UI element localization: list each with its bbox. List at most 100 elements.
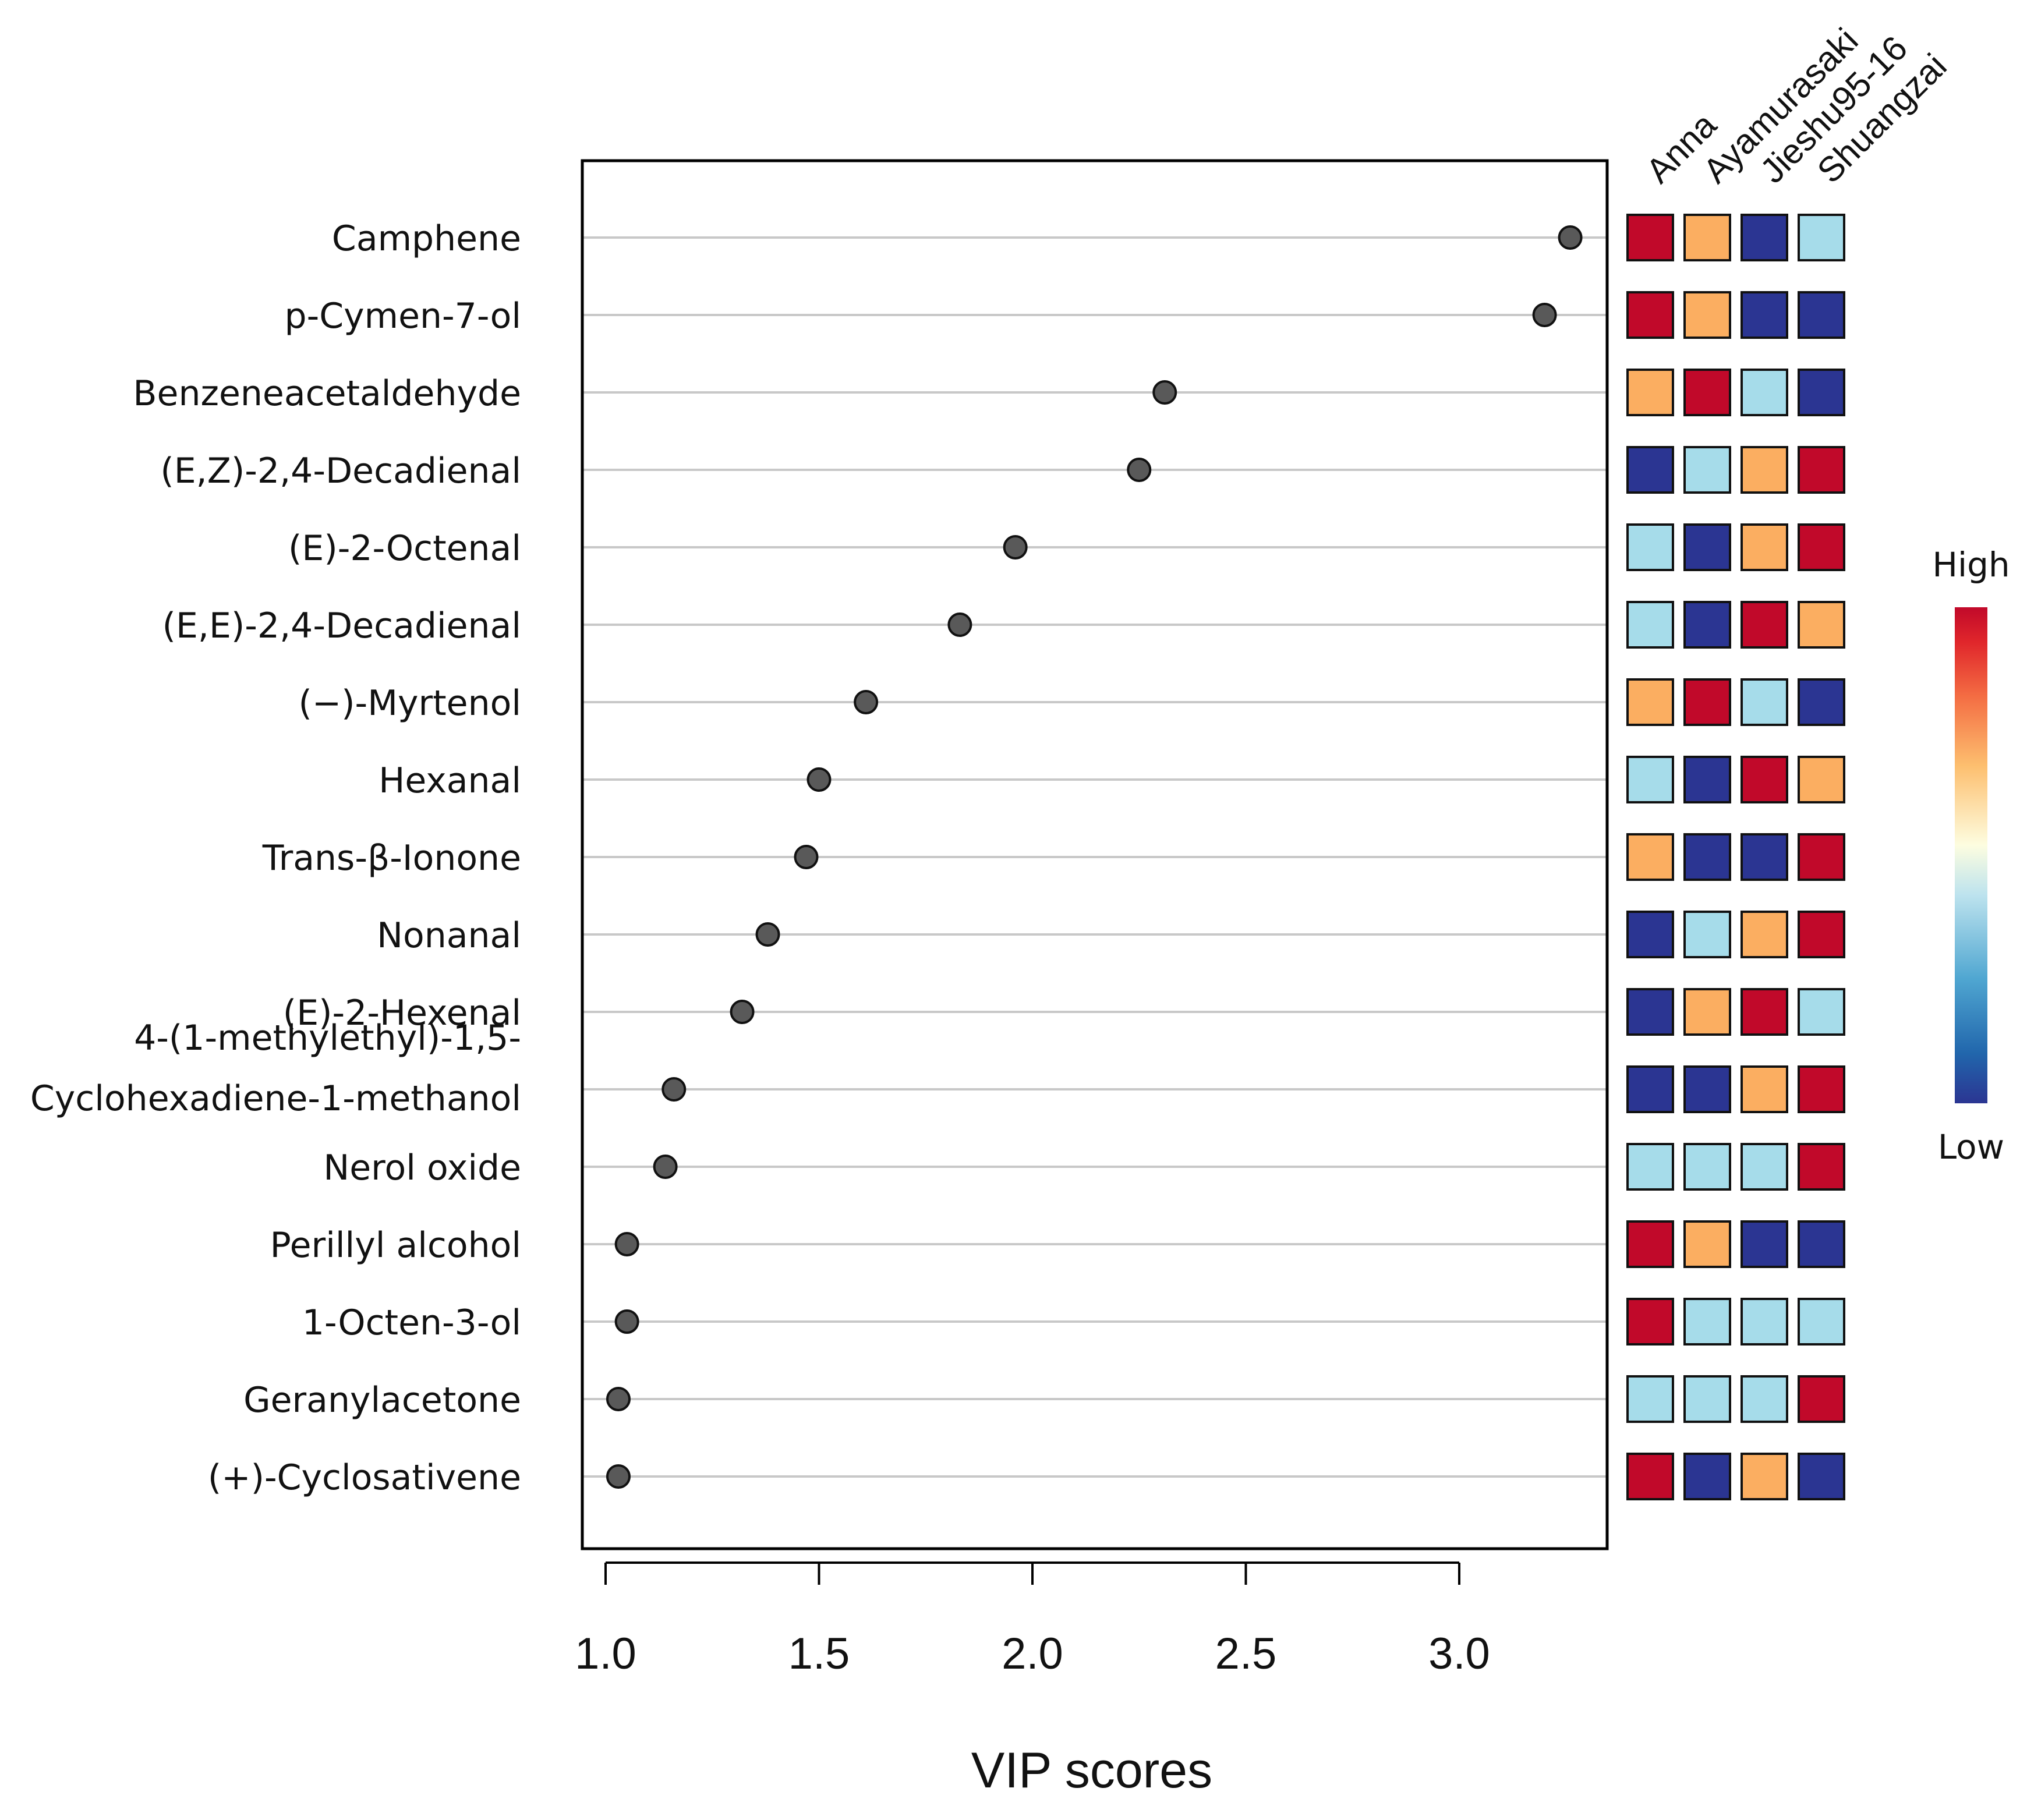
compound-label: (+)-Cyclosativene	[208, 1457, 521, 1498]
heatmap-cell	[1683, 369, 1731, 416]
heatmap-cell	[1798, 601, 1845, 649]
heatmap-cell	[1798, 678, 1845, 726]
legend-low-label: Low	[1938, 1127, 2004, 1167]
vip-point	[1003, 535, 1028, 560]
heatmap-cell	[1740, 523, 1788, 571]
heatmap-cell	[1798, 1375, 1845, 1423]
heatmap-cell	[1740, 1298, 1788, 1345]
heatmap-cell	[1626, 214, 1674, 261]
compound-labels: Camphene p-Cymen-7-ol Benzeneacetaldehyde (…	[30, 218, 521, 1498]
compound-label: Trans-β-Ionone	[262, 838, 521, 879]
heatmap-cell	[1683, 1220, 1731, 1268]
heatmap-cell	[1740, 833, 1788, 881]
heatmap-cell	[1626, 911, 1674, 958]
heatmap-cell	[1626, 1298, 1674, 1345]
x-axis: 1.0 1.5 2.0 2.5 3.0	[575, 1561, 1490, 1679]
heatmap-cell	[1683, 1143, 1731, 1191]
compound-label: Nerol oxide	[323, 1148, 521, 1188]
heatmap-cell	[1626, 1453, 1674, 1500]
heatmap-cell	[1740, 369, 1788, 416]
compound-label: Geranylacetone	[243, 1380, 521, 1421]
heatmap-cell	[1740, 291, 1788, 339]
heatmap-cell	[1626, 1065, 1674, 1113]
vip-point	[606, 1387, 631, 1411]
compound-label: (E)-2-Octenal	[288, 528, 521, 569]
vip-point	[730, 1000, 755, 1024]
x-tick-label: 3.0	[1428, 1629, 1490, 1679]
heatmap-cell	[1798, 214, 1845, 261]
heatmap-cell	[1683, 291, 1731, 339]
compound-label: Nonanal	[377, 915, 521, 956]
vip-dots	[606, 225, 1583, 1489]
legend-high-label: High	[1932, 545, 2010, 585]
heatmap-cell	[1740, 911, 1788, 958]
vip-point	[1152, 380, 1177, 405]
vip-point	[606, 1464, 631, 1489]
x-tick-label: 2.5	[1215, 1629, 1277, 1679]
heatmap-cell	[1626, 833, 1674, 881]
vip-point	[794, 845, 819, 869]
compound-label: (E)-2-Hexenal	[283, 993, 521, 1033]
heatmap-cell	[1683, 523, 1731, 571]
compound-label: p-Cymen-7-ol	[285, 296, 522, 337]
compound-label: (E,Z)-2,4-Decadienal	[160, 451, 521, 491]
heatmap-cell	[1798, 756, 1845, 803]
plot-frame	[581, 159, 1609, 1550]
heatmap-cell	[1740, 1220, 1788, 1268]
vip-point	[661, 1077, 687, 1102]
heatmap-cell	[1683, 678, 1731, 726]
heatmap-cell	[1683, 1453, 1731, 1500]
vip-point	[614, 1232, 639, 1256]
vip-point	[653, 1155, 678, 1179]
vip-point	[614, 1309, 639, 1334]
heatmap-cell	[1740, 678, 1788, 726]
heatmap-cell	[1740, 988, 1788, 1036]
heatmap-cell	[1798, 1453, 1845, 1500]
heatmap-cell	[1740, 1143, 1788, 1191]
vip-point	[854, 690, 879, 714]
vip-point	[947, 612, 972, 637]
heatmap-cell	[1798, 446, 1845, 494]
heatmap-cell	[1626, 678, 1674, 726]
x-tick-label: 1.0	[575, 1629, 636, 1679]
heatmap-cell	[1626, 601, 1674, 649]
heatmap-cell	[1626, 523, 1674, 571]
heatmap-cell	[1798, 911, 1845, 958]
vip-point	[755, 922, 780, 947]
heatmap-cell	[1683, 1298, 1731, 1345]
heatmap-cell	[1626, 446, 1674, 494]
heatmap-cell	[1798, 369, 1845, 416]
vip-point	[1558, 225, 1583, 250]
heatmap-cell	[1740, 601, 1788, 649]
compound-label: Camphene	[332, 218, 521, 259]
vip-point	[1532, 303, 1557, 327]
compound-label: 4-(1-methylethyl)-1,5-	[134, 1018, 521, 1058]
heatmap-cell	[1683, 911, 1731, 958]
heatmap-cell	[1798, 291, 1845, 339]
heatmap-cell	[1740, 1453, 1788, 1500]
heatmap-cell	[1683, 214, 1731, 261]
vip-point	[1127, 458, 1152, 482]
grid-lines	[582, 236, 1607, 1478]
heatmap-cell	[1683, 1065, 1731, 1113]
heatmap-cell	[1626, 1375, 1674, 1423]
heatmap-cell	[1626, 756, 1674, 803]
compound-label: (−)-Myrtenol	[298, 683, 521, 724]
legend-gradient-bar	[1955, 607, 1987, 1103]
compound-label: 1-Octen-3-ol	[302, 1302, 521, 1343]
heatmap-cell	[1798, 833, 1845, 881]
x-axis-title: VIP scores	[971, 1743, 1212, 1798]
x-tick-label: 2.0	[1002, 1629, 1063, 1679]
heatmap-cell	[1626, 291, 1674, 339]
heatmap-cell	[1626, 988, 1674, 1036]
heatmap-cell	[1740, 1375, 1788, 1423]
compound-label: Benzeneacetaldehyde	[133, 373, 521, 414]
compound-label: Hexanal	[378, 760, 521, 801]
heatmap-cell	[1798, 1143, 1845, 1191]
compound-label: Cyclohexadiene-1-methanol	[30, 1078, 521, 1119]
heatmap-cell	[1798, 1298, 1845, 1345]
heatmap-cell	[1683, 756, 1731, 803]
heatmap-cell	[1626, 1220, 1674, 1268]
heatmap-cell	[1798, 523, 1845, 571]
heatmap-cell	[1683, 601, 1731, 649]
